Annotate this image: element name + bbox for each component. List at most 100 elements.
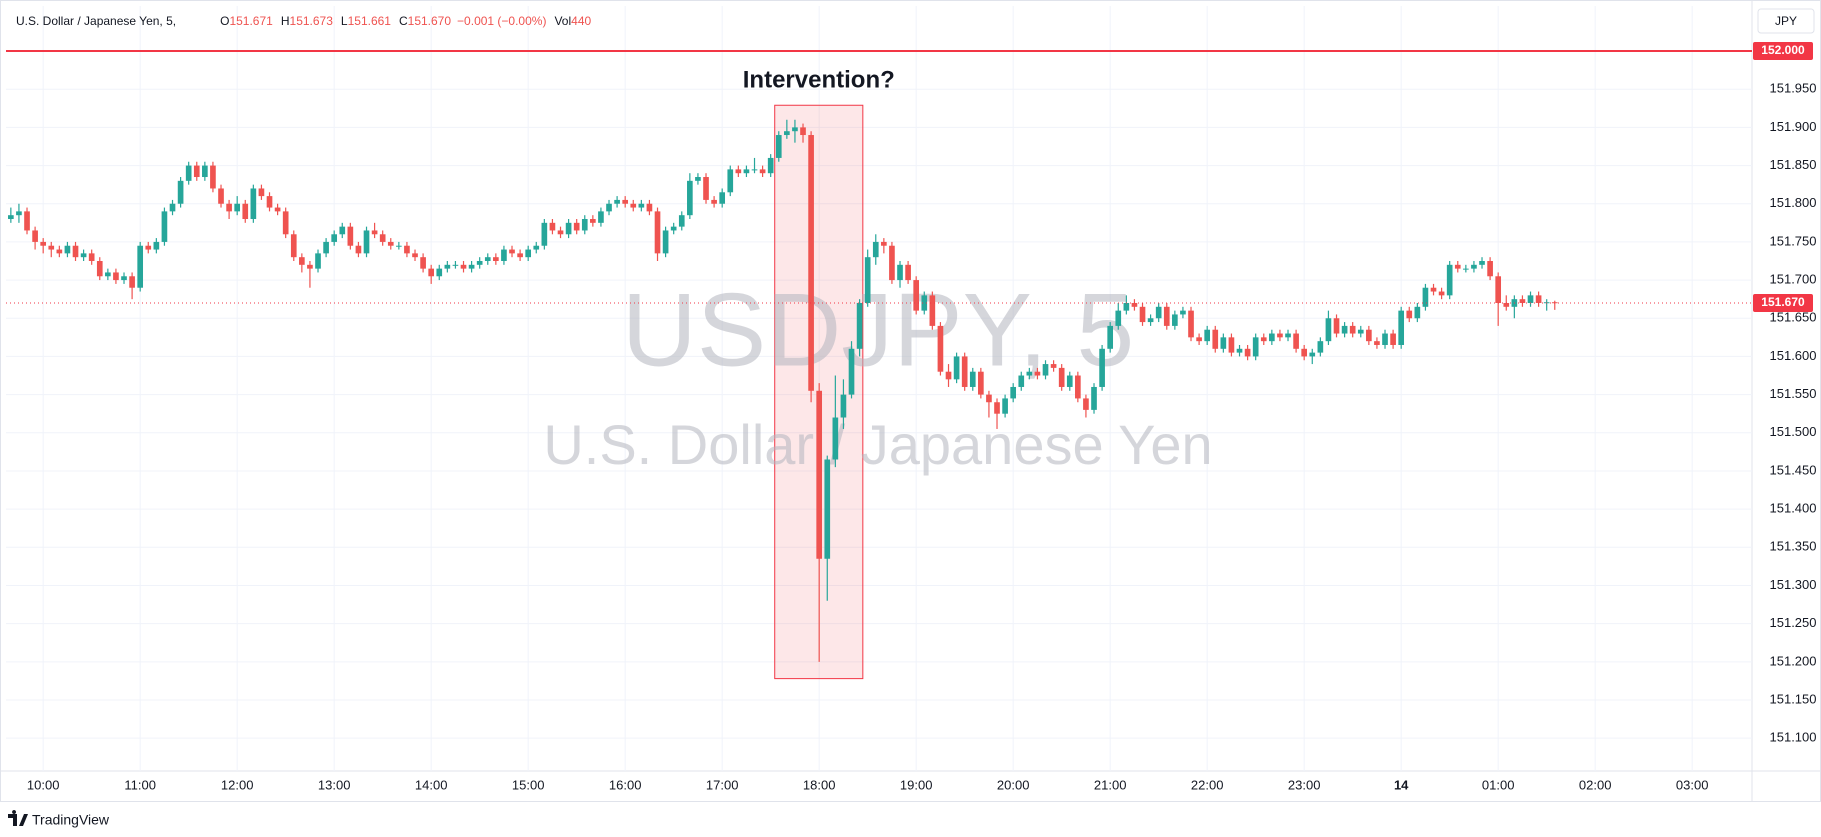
candle-body: [695, 177, 701, 181]
candle-body: [816, 390, 823, 559]
candle-body: [1091, 386, 1097, 410]
candle-body: [250, 188, 257, 220]
candle-body: [161, 211, 168, 242]
x-tick-label: 22:00: [1191, 777, 1224, 792]
candle-body: [32, 230, 38, 242]
candle-body: [1341, 325, 1348, 334]
candle-body: [137, 245, 144, 288]
tradingview-logo[interactable]: TradingView: [8, 810, 110, 828]
candle-body: [113, 272, 119, 281]
legend-key: H: [281, 14, 290, 28]
candle-body: [444, 264, 451, 269]
candle-body: [670, 226, 677, 231]
candle-body: [759, 169, 766, 174]
candle-body: [969, 371, 976, 387]
candle-body: [476, 261, 483, 265]
candle-body: [929, 295, 936, 326]
candle-body: [541, 222, 548, 246]
candle-body: [986, 394, 992, 403]
candle-body: [185, 165, 192, 181]
candle-body: [719, 192, 726, 204]
candle-body: [40, 241, 47, 246]
candle-body: [824, 459, 831, 559]
candle-body: [404, 245, 410, 254]
y-tick-label: 151.950: [1770, 81, 1817, 96]
candle-body: [1430, 287, 1437, 292]
candle-body: [355, 245, 362, 254]
candle-body: [1527, 295, 1534, 303]
legend-value: 151.671: [229, 14, 273, 28]
x-tick-label: 10:00: [27, 777, 60, 792]
x-tick-label: 02:00: [1579, 777, 1612, 792]
candle-body: [48, 245, 55, 250]
candle-body: [590, 219, 596, 223]
candle-body: [258, 188, 265, 197]
candle-body: [1422, 287, 1429, 307]
candle-body: [565, 222, 572, 235]
candle-body: [945, 371, 952, 380]
candle-body: [921, 295, 928, 311]
y-tick-label: 151.450: [1770, 462, 1817, 477]
candle-body: [1083, 398, 1089, 410]
logo-icon: [8, 810, 28, 826]
candle-body: [994, 402, 1000, 414]
x-tick-label: 01:00: [1482, 777, 1515, 792]
candle-body: [808, 135, 814, 391]
candle-body: [1252, 337, 1259, 357]
candle-body: [96, 261, 103, 277]
candle-body: [1463, 268, 1469, 270]
candle-body: [169, 203, 176, 212]
candle-body: [727, 169, 734, 193]
candle-body: [331, 234, 338, 242]
candle-body: [646, 203, 653, 212]
candle-body: [56, 249, 63, 254]
y-tick-label: 151.400: [1770, 501, 1817, 516]
price-label-box: [1753, 42, 1813, 61]
candle-body: [638, 203, 645, 208]
y-tick-label: 151.500: [1770, 424, 1817, 439]
candle-body: [897, 264, 903, 281]
y-tick-label: 151.200: [1770, 653, 1817, 668]
candle-body: [767, 157, 774, 174]
candle-body: [1066, 375, 1073, 387]
candle-body: [792, 127, 798, 132]
candle-body: [1309, 352, 1316, 357]
candle-body: [153, 241, 160, 250]
currency-button[interactable]: [1757, 8, 1815, 34]
candle-body: [210, 165, 216, 189]
legend-value: 440: [571, 14, 591, 28]
candle-body: [889, 245, 895, 281]
y-tick-label: 151.150: [1770, 691, 1817, 706]
candle-body: [1293, 333, 1299, 349]
y-tick-label: 151.650: [1770, 310, 1817, 325]
candle-body: [420, 257, 426, 269]
candle-body: [242, 203, 249, 220]
candle-body: [1026, 371, 1033, 376]
candle-body: [468, 264, 475, 269]
candle-body: [1503, 302, 1510, 307]
candle-body: [274, 207, 281, 212]
candle-body: [290, 234, 297, 258]
y-tick-label: 151.250: [1770, 615, 1817, 630]
candle-body: [606, 203, 612, 212]
candle-body: [282, 211, 289, 235]
candle-body: [379, 234, 386, 242]
y-tick-label: 151.600: [1770, 348, 1817, 363]
x-tick-label: 11:00: [124, 777, 156, 792]
candle-body: [1236, 348, 1243, 353]
candle-body: [88, 253, 95, 261]
currency-label[interactable]: JPY: [1775, 14, 1797, 28]
candle-body: [953, 356, 960, 380]
x-tick-label: 23:00: [1288, 777, 1321, 792]
candle-body: [234, 203, 241, 212]
y-tick-label: 151.800: [1770, 195, 1817, 210]
candle-body: [1398, 310, 1405, 345]
candle-body: [145, 245, 152, 250]
candle-body: [1172, 314, 1178, 326]
candle-body: [363, 230, 370, 254]
y-tick-label: 151.900: [1770, 119, 1817, 134]
candle-body: [1058, 367, 1065, 387]
candle-body: [1374, 341, 1380, 345]
candle-body: [1075, 375, 1081, 399]
candle-body: [64, 245, 71, 254]
